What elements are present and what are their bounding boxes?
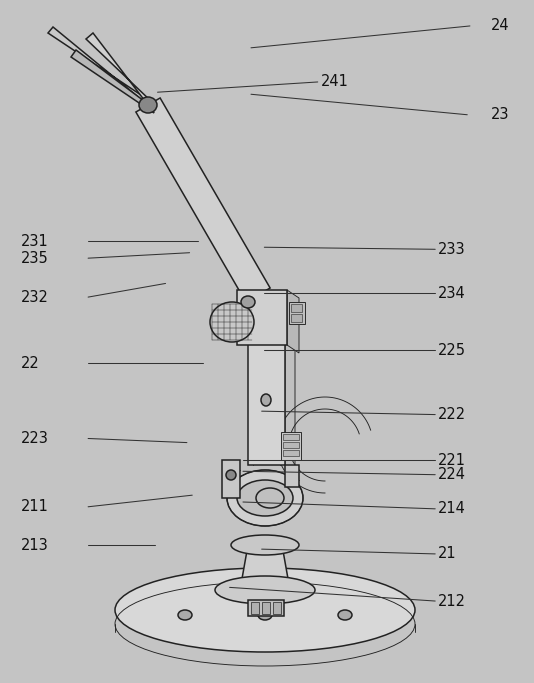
Ellipse shape	[258, 610, 272, 620]
Ellipse shape	[226, 470, 236, 480]
Bar	[237, 290, 287, 345]
Ellipse shape	[231, 535, 299, 555]
Bar	[285, 465, 299, 487]
Text: 231: 231	[21, 234, 49, 249]
Text: 213: 213	[21, 538, 49, 553]
Bar	[262, 602, 270, 614]
Bar	[283, 450, 299, 456]
Text: 24: 24	[491, 18, 510, 33]
Polygon shape	[287, 290, 299, 353]
Ellipse shape	[215, 576, 315, 604]
Ellipse shape	[139, 97, 157, 113]
Ellipse shape	[178, 610, 192, 620]
Text: 22: 22	[21, 356, 40, 371]
Ellipse shape	[210, 302, 254, 342]
Text: 222: 222	[438, 407, 466, 422]
Ellipse shape	[227, 470, 303, 526]
Text: 221: 221	[438, 453, 466, 468]
Ellipse shape	[256, 488, 284, 508]
Bar	[281, 432, 301, 460]
Polygon shape	[48, 27, 153, 105]
Bar	[283, 442, 299, 448]
Polygon shape	[86, 33, 153, 105]
Bar	[291, 314, 302, 322]
Text: 21: 21	[438, 546, 457, 561]
Polygon shape	[285, 305, 295, 473]
Bar	[283, 434, 299, 440]
Bar	[222, 460, 240, 498]
Text: 212: 212	[438, 594, 466, 609]
Text: 223: 223	[21, 431, 49, 446]
Bar	[248, 600, 284, 616]
Text: 211: 211	[21, 499, 49, 514]
Polygon shape	[136, 98, 270, 302]
Bar	[248, 305, 285, 465]
Text: 234: 234	[438, 285, 466, 301]
Ellipse shape	[115, 568, 415, 652]
Text: 214: 214	[438, 501, 466, 516]
Bar	[251, 602, 259, 614]
Polygon shape	[71, 50, 154, 113]
Text: 233: 233	[438, 242, 466, 257]
Text: 23: 23	[491, 107, 510, 122]
Text: 232: 232	[21, 290, 49, 305]
Text: 241: 241	[320, 74, 348, 89]
Ellipse shape	[241, 296, 255, 308]
Bar	[289, 302, 305, 324]
Text: 224: 224	[438, 467, 466, 482]
Text: 235: 235	[21, 251, 49, 266]
Bar	[291, 304, 302, 312]
Polygon shape	[240, 545, 290, 590]
Ellipse shape	[237, 480, 293, 516]
Text: 225: 225	[438, 343, 466, 358]
Ellipse shape	[338, 610, 352, 620]
Ellipse shape	[261, 394, 271, 406]
Bar	[273, 602, 281, 614]
